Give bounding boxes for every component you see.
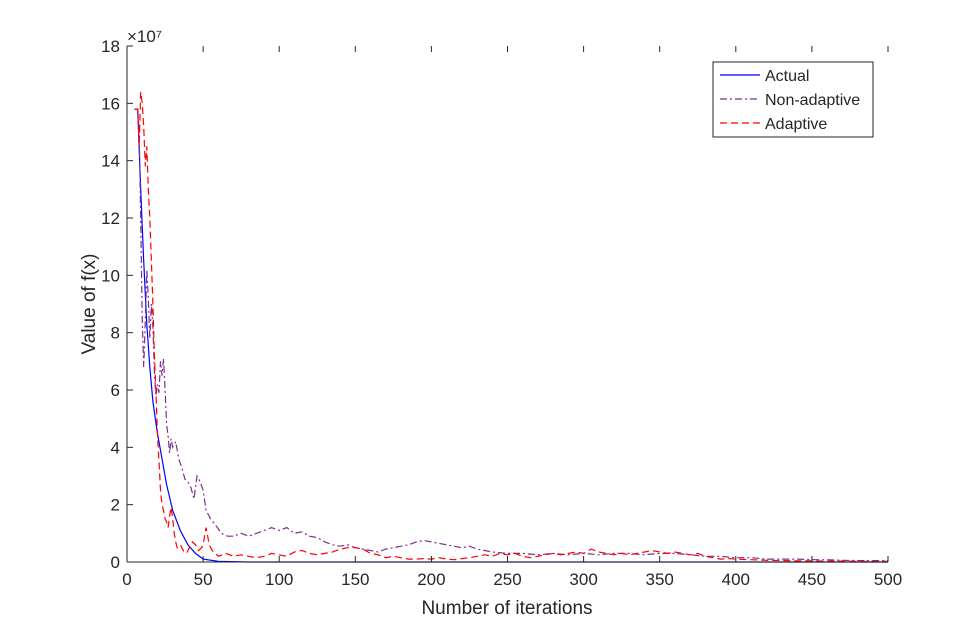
y-tick-label: 10: [101, 266, 120, 285]
series-line-actual: [134, 108, 888, 563]
x-tick-label: 250: [493, 570, 521, 589]
x-tick-label: 500: [874, 570, 902, 589]
y-tick-label: 8: [111, 324, 120, 343]
series-line-adaptive: [134, 91, 888, 563]
x-tick-label: 150: [341, 570, 369, 589]
x-tick-label: 400: [722, 570, 750, 589]
plot-lines: [134, 91, 888, 563]
y-tick-label: 2: [111, 496, 120, 515]
series-line-non-adaptive: [134, 108, 888, 562]
y-tick-label: 12: [101, 209, 120, 228]
x-ticks: 0 50 100 150 200 250 300 350 400 450 500: [122, 46, 902, 589]
x-tick-label: 50: [194, 570, 213, 589]
legend-label: Adaptive: [765, 116, 827, 133]
y-tick-label: 6: [111, 381, 120, 400]
x-tick-label: 0: [122, 570, 131, 589]
y-axis-exponent: ×10⁷: [127, 27, 162, 46]
y-tick-label: 14: [101, 152, 120, 171]
x-tick-label: 300: [569, 570, 597, 589]
x-tick-label: 350: [646, 570, 674, 589]
x-tick-label: 200: [417, 570, 445, 589]
y-axis-title: Value of f(x): [79, 253, 100, 354]
legend: Actual Non-adaptive Adaptive: [712, 61, 874, 138]
y-tick-label: 16: [101, 94, 120, 113]
x-tick-label: 450: [798, 570, 826, 589]
y-ticks: 0 2 4 6 8 10 12 14 16 18: [101, 37, 133, 572]
y-tick-label: 18: [101, 37, 120, 56]
x-tick-label: 100: [265, 570, 293, 589]
y-tick-label: 0: [111, 553, 120, 572]
x-axis-title: Number of iterations: [421, 598, 592, 619]
legend-label: Non-adaptive: [765, 92, 860, 109]
y-tick-label: 4: [111, 438, 120, 457]
legend-label: Actual: [765, 68, 809, 85]
